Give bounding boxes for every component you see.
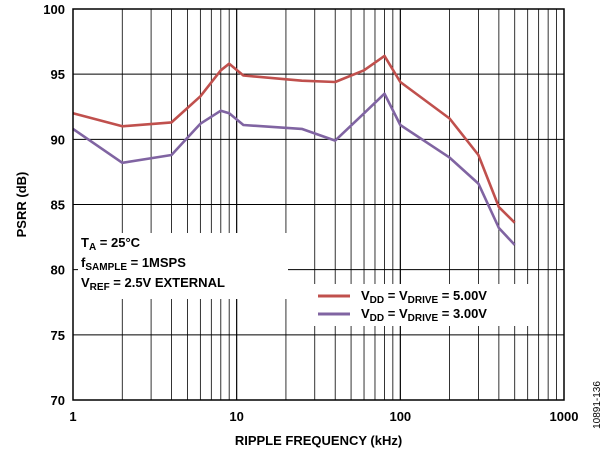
annotation-line: fSAMPLE = 1MSPS (81, 255, 186, 273)
y-tick-label: 85 (51, 198, 65, 213)
y-axis-title: PSRR (dB) (14, 172, 29, 238)
y-tick-label: 95 (51, 67, 65, 82)
legend-background (313, 284, 535, 326)
annotation-line: VREF = 2.5V EXTERNAL (81, 275, 225, 293)
y-tick-label: 90 (51, 132, 65, 147)
annotation-background (78, 233, 288, 299)
x-tick-label: 100 (389, 409, 411, 424)
legend-label: VDD = VDRIVE = 3.00V (361, 306, 487, 324)
x-tick-label: 1 (69, 409, 76, 424)
series-line-2 (72, 92, 516, 246)
legend-label: VDD = VDRIVE = 5.00V (361, 288, 487, 306)
conditions-annotation: TA = 25°C fSAMPLE = 1MSPS VREF = 2.5V EXTE… (78, 233, 288, 299)
y-tick-label: 80 (51, 263, 65, 278)
plot-frame (72, 8, 565, 401)
series-line-1 (72, 54, 516, 224)
y-tick-label: 100 (43, 2, 65, 17)
series-lines (72, 54, 516, 246)
annotation-line: TA = 25°C (81, 235, 141, 253)
y-tick-label: 70 (51, 393, 65, 408)
y-tick-label: 75 (51, 328, 65, 343)
figure-id: 10891-136 (592, 381, 603, 429)
grid-lines (73, 9, 564, 400)
tick-labels: 1 10 100 1000 70 75 80 85 90 95 100 (43, 2, 578, 424)
x-tick-label: 10 (229, 409, 243, 424)
x-axis-title: RIPPLE FREQUENCY (kHz) (235, 433, 402, 448)
x-tick-label: 1000 (550, 409, 579, 424)
